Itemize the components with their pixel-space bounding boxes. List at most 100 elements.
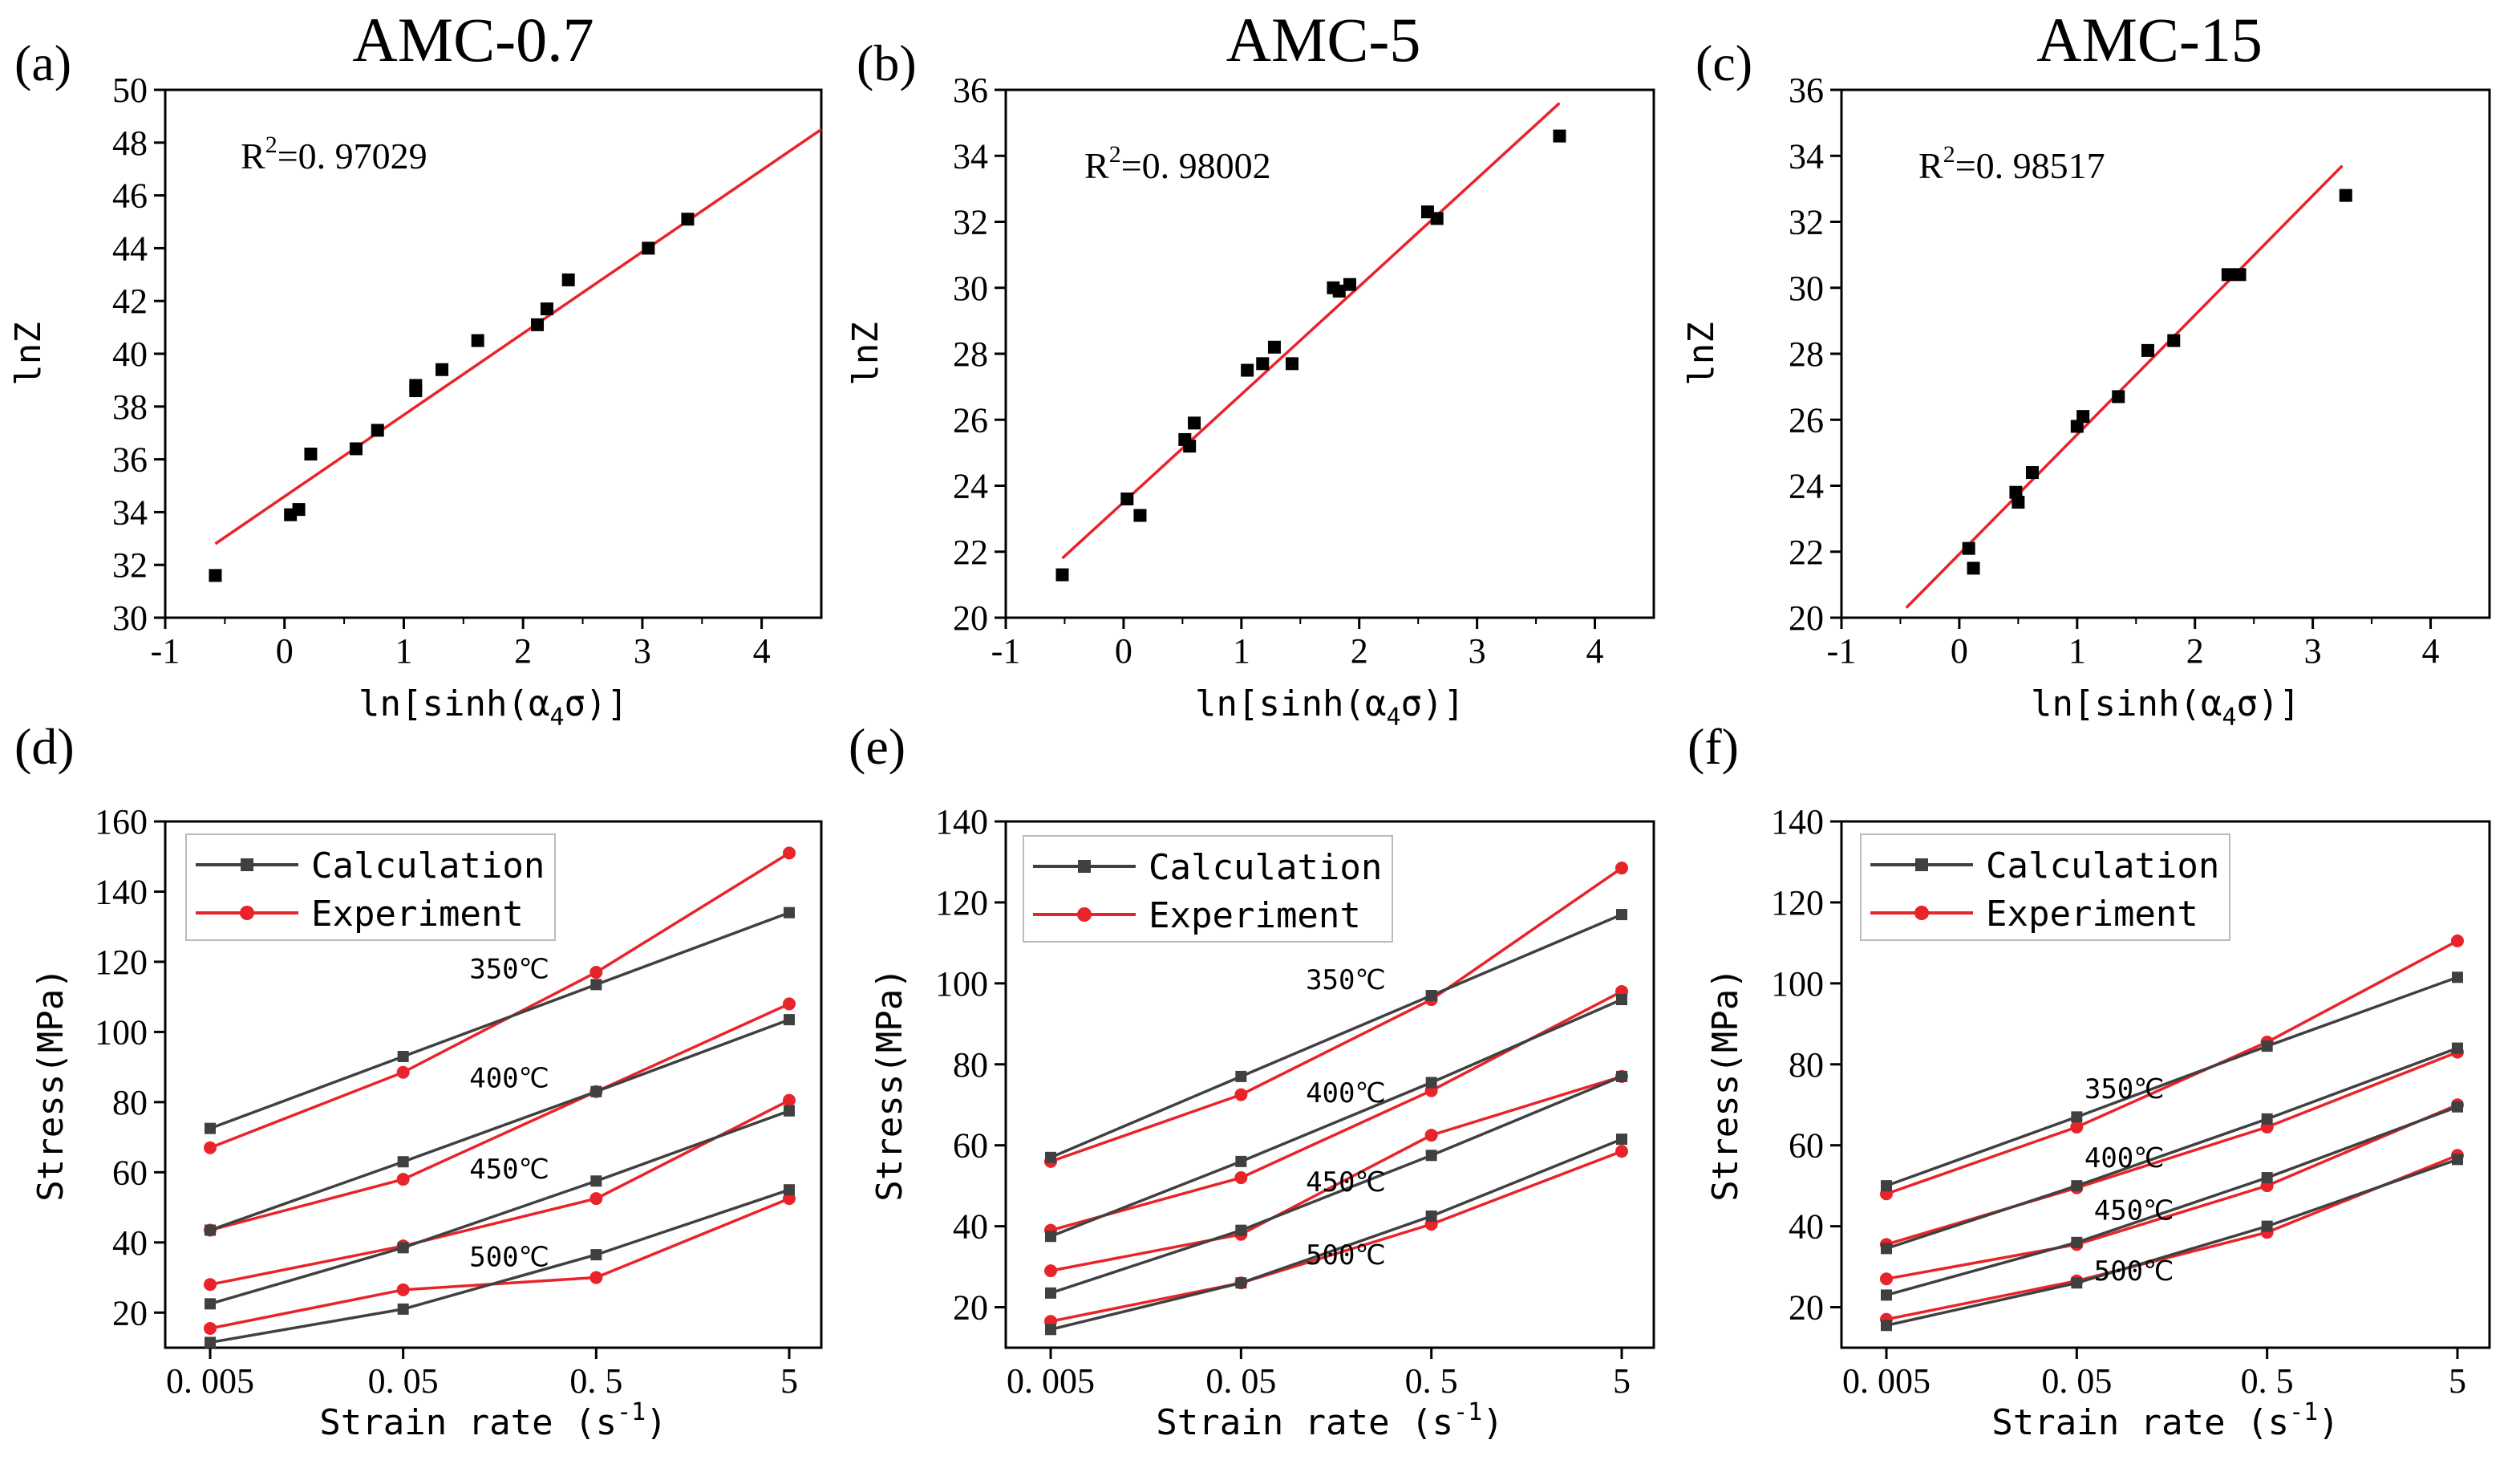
y-tick-label: 160 — [95, 802, 148, 842]
panel-label: (d) — [14, 718, 75, 775]
data-point — [561, 273, 575, 286]
y-tick-label: 42 — [112, 282, 148, 321]
data-point — [681, 213, 695, 226]
data-point — [1962, 541, 1975, 555]
data-point — [1332, 284, 1346, 298]
r-squared-sup: 2 — [265, 132, 278, 158]
experiment-point — [589, 966, 603, 979]
calculation-point — [2071, 1236, 2083, 1248]
x-axis-label: Strain rate (s-1) — [1156, 1398, 1504, 1443]
data-point — [1241, 363, 1254, 377]
experiment-point — [396, 1065, 410, 1079]
x-tick-label: 4 — [753, 631, 771, 671]
calculation-line — [209, 911, 790, 1130]
x-tick-label: 3 — [634, 631, 651, 671]
experiment-line — [1050, 1075, 1623, 1272]
plot-frame — [1004, 820, 1655, 1349]
calculation-point — [1045, 1287, 1056, 1299]
experiment-line — [1050, 866, 1623, 1163]
calculation-line — [1050, 998, 1623, 1238]
calculation-line — [1886, 975, 2458, 1187]
legend-calc-label: Calculation — [311, 846, 545, 886]
r-squared-annotation: R2=0. 98002 — [1084, 141, 1271, 186]
data-point — [1256, 357, 1270, 371]
data-point — [1430, 212, 1444, 225]
y-tick-label: 40 — [953, 1207, 988, 1247]
x-tick-label: -1 — [991, 631, 1021, 671]
calculation-point — [590, 1085, 602, 1097]
calculation-point — [1045, 1324, 1056, 1336]
experiment-point — [589, 1271, 603, 1284]
calculation-line — [1886, 1158, 2458, 1327]
y-axis-label: lnZ — [8, 322, 49, 385]
y-axis-label: lnZ — [1681, 322, 1722, 385]
y-tick-label: 50 — [112, 71, 148, 110]
legend-exp-marker — [1914, 906, 1929, 920]
x-axis-label-sup: -1 — [617, 1398, 646, 1426]
y-tick-label: 22 — [1789, 533, 1824, 572]
calculation-point — [2071, 1277, 2083, 1289]
y-tick-label: 120 — [95, 943, 148, 982]
calculation-point — [397, 1242, 409, 1254]
data-point — [2167, 334, 2181, 347]
x-tick-label: 0 — [1951, 631, 1968, 671]
x-tick-label: 0. 5 — [2241, 1361, 2294, 1401]
data-point — [531, 318, 545, 331]
r-squared-annotation: R2=0. 98517 — [1918, 141, 2105, 186]
x-axis-label-end: ) — [646, 1402, 667, 1443]
y-tick-label: 40 — [112, 1223, 148, 1263]
data-point — [2339, 189, 2352, 202]
calculation-point — [1425, 989, 1437, 1001]
x-axis-label-main: Strain rate (s — [1156, 1402, 1453, 1443]
x-axis-label-end: ) — [1482, 1402, 1504, 1443]
legend-box — [1023, 835, 1393, 943]
experiment-point — [204, 1278, 217, 1292]
legend-exp-marker — [1077, 907, 1092, 922]
y-tick-label: 60 — [112, 1153, 148, 1192]
temperature-label: 400℃ — [469, 1062, 549, 1094]
y-tick-label: 100 — [1771, 964, 1824, 1004]
calculation-point — [1881, 1289, 1892, 1301]
fit-line — [1061, 102, 1561, 560]
y-tick-label: 24 — [953, 467, 988, 506]
y-tick-label: 30 — [1789, 269, 1824, 308]
experiment-point — [1044, 1264, 1057, 1278]
x-tick-label: 4 — [2422, 631, 2440, 671]
legend: Calculation Experiment — [1023, 835, 1393, 943]
y-axis-label: Stress(MPa) — [30, 967, 71, 1201]
x-axis-label-end: σ)] — [1401, 683, 1465, 724]
r-squared-value: =0. 98517 — [1955, 145, 2105, 186]
y-tick-label: 22 — [953, 533, 988, 572]
x-tick-label: 5 — [1613, 1361, 1631, 1401]
y-tick-label: 34 — [1789, 136, 1824, 176]
data-point — [2009, 485, 2023, 499]
calculation-line — [1050, 1138, 1623, 1331]
x-tick-label: 3 — [1469, 631, 1486, 671]
panel-label: (e) — [849, 718, 905, 775]
data-point — [2141, 343, 2154, 357]
data-point — [2025, 466, 2039, 480]
y-axis-label: Stress(MPa) — [869, 967, 910, 1201]
experiment-point — [204, 1321, 217, 1335]
fit-line — [1905, 164, 2344, 609]
y-tick-label: 140 — [1771, 802, 1824, 842]
temperature-label: 350℃ — [469, 954, 549, 986]
data-point — [642, 241, 655, 255]
experiment-point — [783, 846, 796, 860]
panel-label: (b) — [857, 34, 917, 91]
experiment-point — [1615, 1145, 1628, 1158]
y-tick-label: 100 — [935, 964, 988, 1004]
calculation-point — [590, 1249, 602, 1261]
y-tick-label: 20 — [1789, 1288, 1824, 1328]
x-axis-label: ln[sinh(α4σ)] — [359, 683, 628, 732]
calculation-point — [1616, 909, 1627, 921]
y-tick-label: 80 — [953, 1045, 988, 1085]
temperature-label: 500℃ — [469, 1241, 549, 1273]
y-tick-label: 120 — [935, 883, 988, 923]
legend-calc-marker — [241, 858, 253, 871]
data-point — [471, 334, 484, 347]
calculation-point — [1235, 1070, 1247, 1082]
calculation-point — [397, 1051, 409, 1063]
